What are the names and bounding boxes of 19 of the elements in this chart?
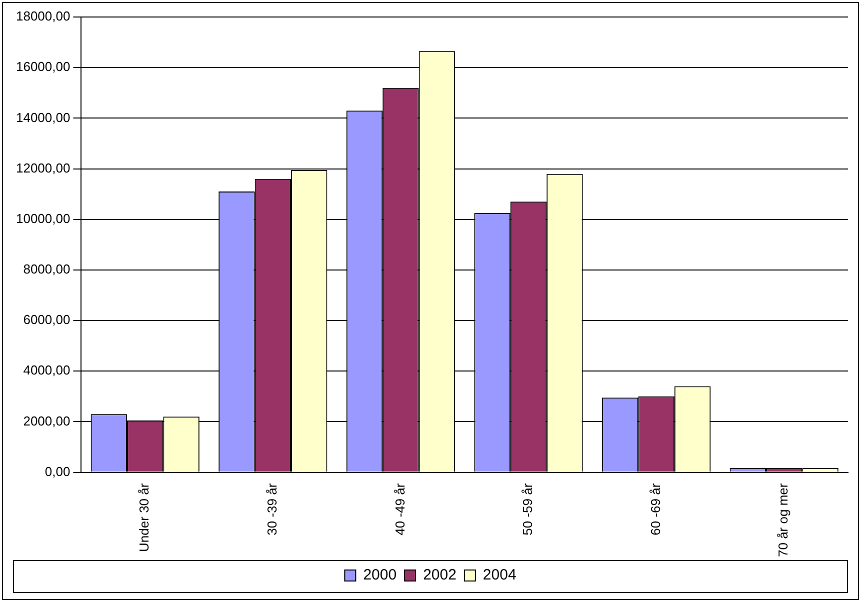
y-tick-label: 14000,00 bbox=[16, 110, 70, 125]
y-tick-label: 18000,00 bbox=[16, 8, 70, 24]
y-tick-label: 8000,00 bbox=[23, 262, 70, 277]
y-tick-label: 12000,00 bbox=[16, 160, 70, 176]
x-tick-label: 60 -69 år bbox=[648, 482, 663, 536]
y-tick-label: 2000,00 bbox=[23, 413, 70, 428]
x-tick-label: 30 -39 år bbox=[264, 482, 280, 536]
legend-label: 2000 bbox=[363, 566, 397, 584]
legend-label: 2004 bbox=[482, 566, 516, 584]
y-tick-label: 4000,00 bbox=[23, 362, 70, 378]
x-tick-label: Under 30 år bbox=[136, 482, 152, 552]
x-tick-label: 40 -49 år bbox=[392, 482, 408, 536]
legend-label: 2002 bbox=[423, 566, 456, 584]
y-tick-label: 6000,00 bbox=[23, 312, 70, 328]
x-tick-label: 50 -59 år bbox=[520, 482, 536, 536]
y-tick-label: 0,00 bbox=[44, 464, 70, 479]
y-tick-label: 16000,00 bbox=[16, 59, 70, 74]
x-tick-label: 70 år og mer bbox=[776, 482, 791, 557]
y-tick-label: 10000,00 bbox=[16, 210, 70, 226]
